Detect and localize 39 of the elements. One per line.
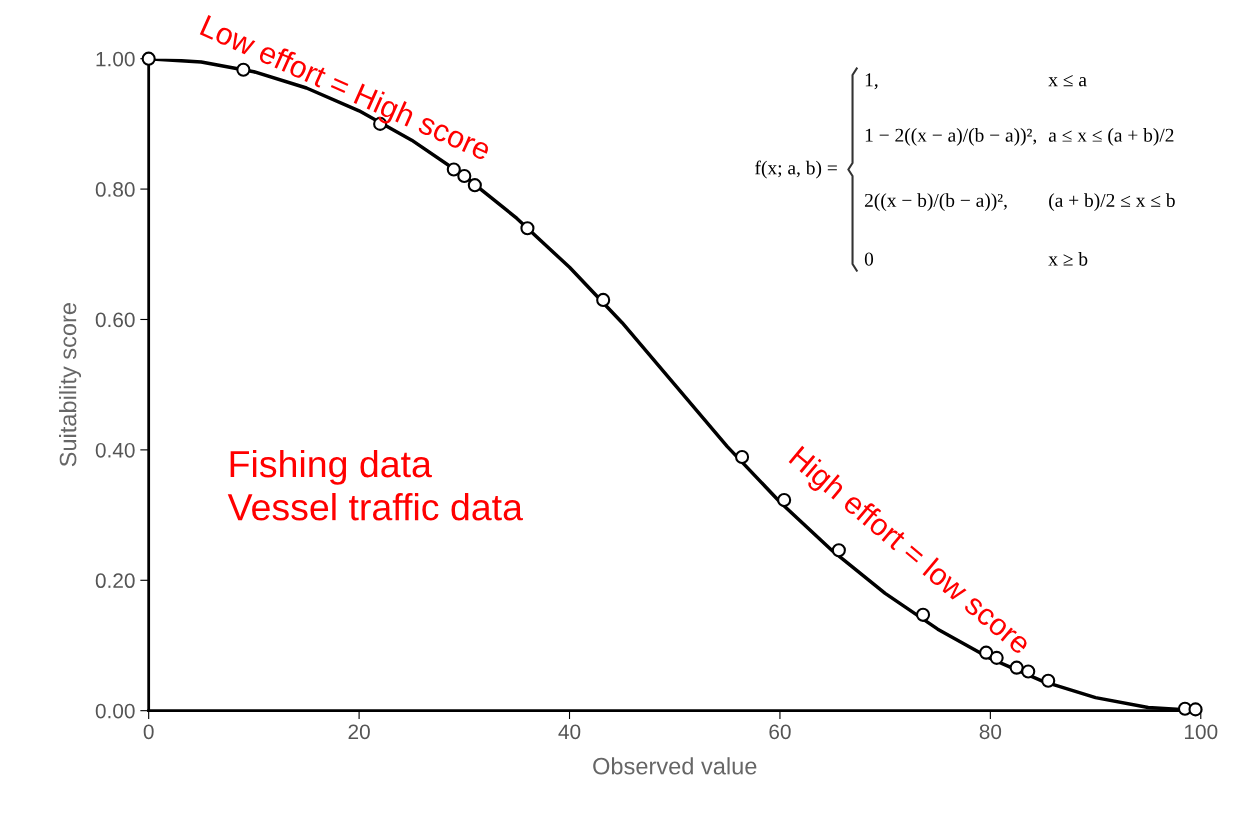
- annotation: x ≤ a: [1048, 75, 1087, 87]
- point: [446, 162, 461, 177]
- y-tick-label: 0.80: [95, 182, 135, 197]
- annotation: 1,: [865, 73, 878, 90]
- annotation: 1 − 2((x − a)/(b − a))²,: [865, 128, 1037, 146]
- point: [520, 221, 535, 236]
- y-tick-label: 1.00: [96, 51, 135, 67]
- annotation: Fishing data Vessel traffic data: [227, 449, 523, 521]
- x-axis-title: Observed value: [593, 757, 757, 775]
- point: [1188, 702, 1203, 717]
- annotation: 0: [864, 252, 874, 266]
- point: [1021, 664, 1036, 679]
- x-tick-label: 40: [558, 724, 581, 740]
- annotation: Low effort = High score: [197, 14, 493, 167]
- point: [1041, 673, 1056, 688]
- annotation: (a + b)/2 ≤ x ≤ b: [1049, 193, 1175, 211]
- x-tick-label: 0: [143, 724, 154, 740]
- x-tick-label: 100: [1184, 724, 1218, 740]
- point: [915, 607, 931, 622]
- annotation: f(x; a, b) =: [755, 160, 837, 179]
- point: [1009, 660, 1024, 675]
- point: [831, 543, 846, 558]
- x-tick-label: 20: [348, 724, 370, 740]
- point: [735, 450, 750, 465]
- point: [596, 292, 611, 307]
- point: [467, 178, 482, 193]
- point: [141, 51, 156, 66]
- x-tick-label: 60: [769, 724, 791, 740]
- y-tick-label: 0.40: [95, 442, 135, 458]
- point: [236, 62, 251, 77]
- x-tick-label: 80: [979, 724, 1002, 740]
- y-tick-label: 0.20: [95, 573, 135, 589]
- annotation: a ≤ x ≤ (a + b)/2: [1048, 128, 1174, 146]
- annotation: x ≥ b: [1048, 251, 1088, 266]
- y-axis-title: Suitability score: [59, 303, 82, 467]
- annotation: 2((x − b)/(b − a))²,: [864, 193, 1007, 211]
- y-tick-label: 0.00: [95, 703, 135, 719]
- y-tick-label: 0.60: [95, 312, 135, 328]
- point: [457, 168, 472, 184]
